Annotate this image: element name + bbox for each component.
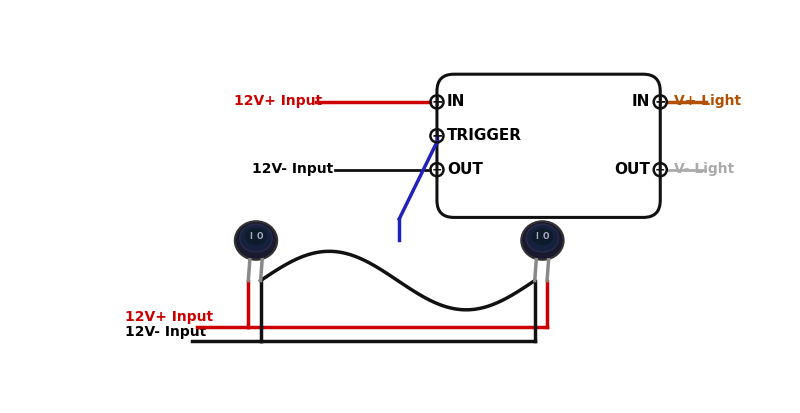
Ellipse shape [246,228,266,245]
Ellipse shape [532,228,554,245]
FancyBboxPatch shape [437,74,660,217]
Text: V+ Light: V+ Light [674,94,742,108]
Text: O: O [543,232,550,241]
Text: OUT: OUT [447,162,483,177]
Text: IN: IN [447,95,466,109]
Text: I: I [249,232,252,241]
Text: OUT: OUT [614,162,650,177]
Text: 12V- Input: 12V- Input [125,325,206,339]
Ellipse shape [522,221,564,260]
Ellipse shape [235,221,277,260]
Ellipse shape [526,224,558,252]
Text: +: + [431,95,442,109]
Text: O: O [257,232,263,241]
Text: +: + [654,95,666,109]
Text: V- Light: V- Light [674,162,734,176]
Ellipse shape [240,224,272,252]
Text: IN: IN [632,95,650,109]
Text: −: − [655,163,666,176]
Text: TRIGGER: TRIGGER [447,128,522,143]
Text: 12V- Input: 12V- Input [252,162,334,176]
Text: −: − [432,163,442,176]
Text: I: I [536,232,538,241]
Text: +: + [431,129,442,143]
Text: 12V+ Input: 12V+ Input [125,310,214,324]
Text: 12V+ Input: 12V+ Input [234,94,322,108]
